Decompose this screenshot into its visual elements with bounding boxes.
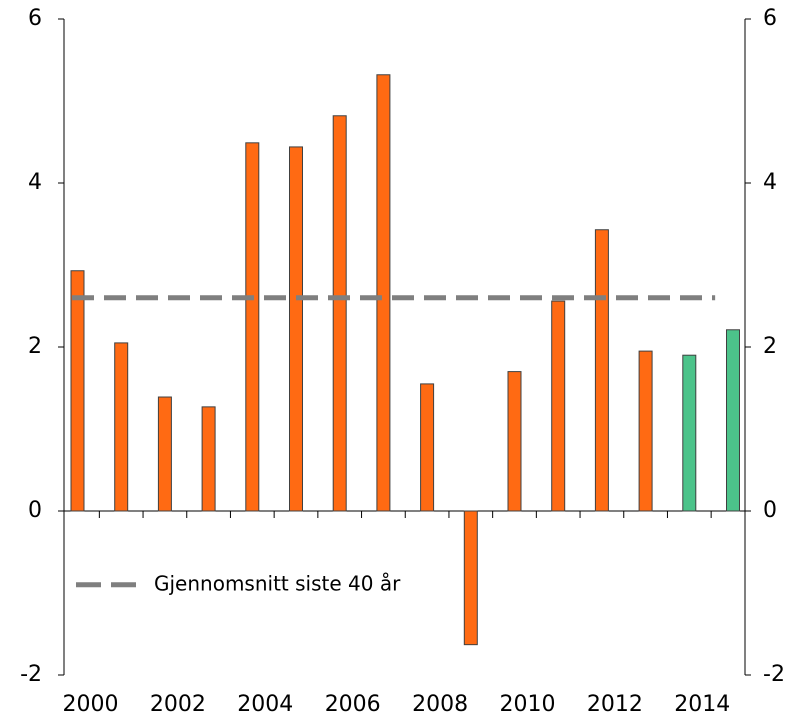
y2-tick-label: 2: [763, 334, 777, 359]
y-tick-label: 2: [28, 334, 42, 359]
x-tick-label: 2012: [587, 692, 643, 717]
legend-label: Gjennomsnitt siste 40 år: [154, 571, 401, 595]
x-tick-label: 2000: [63, 692, 119, 717]
x-tick-label: 2008: [412, 692, 468, 717]
y-tick-label: 4: [28, 170, 42, 195]
bar: [376, 74, 391, 512]
bar: [551, 300, 566, 512]
x-tick-label: 2014: [674, 692, 730, 717]
y-tick-label: -2: [20, 662, 42, 687]
bar: [507, 371, 522, 512]
bar: [201, 406, 216, 512]
bar: [726, 329, 740, 512]
bar: [245, 142, 260, 512]
bar: [682, 354, 697, 512]
bar: [157, 396, 172, 512]
y-tick-label: 0: [28, 498, 42, 523]
bar: [463, 510, 478, 646]
y-tick-label: 6: [28, 6, 42, 31]
y2-tick-label: 0: [763, 498, 777, 523]
bar: [420, 383, 435, 512]
bar: [638, 350, 653, 512]
x-tick-label: 2006: [325, 692, 381, 717]
y2-tick-label: 4: [763, 170, 777, 195]
x-tick-label: 2010: [500, 692, 556, 717]
x-tick-label: 2002: [150, 692, 206, 717]
y2-tick-label: -2: [763, 662, 785, 687]
bar: [114, 342, 129, 512]
bar: [332, 115, 347, 512]
x-tick-label: 2004: [237, 692, 293, 717]
bar: [70, 270, 85, 512]
y2-tick-label: 6: [763, 6, 777, 31]
bar: [594, 229, 609, 512]
bar: [289, 146, 303, 512]
